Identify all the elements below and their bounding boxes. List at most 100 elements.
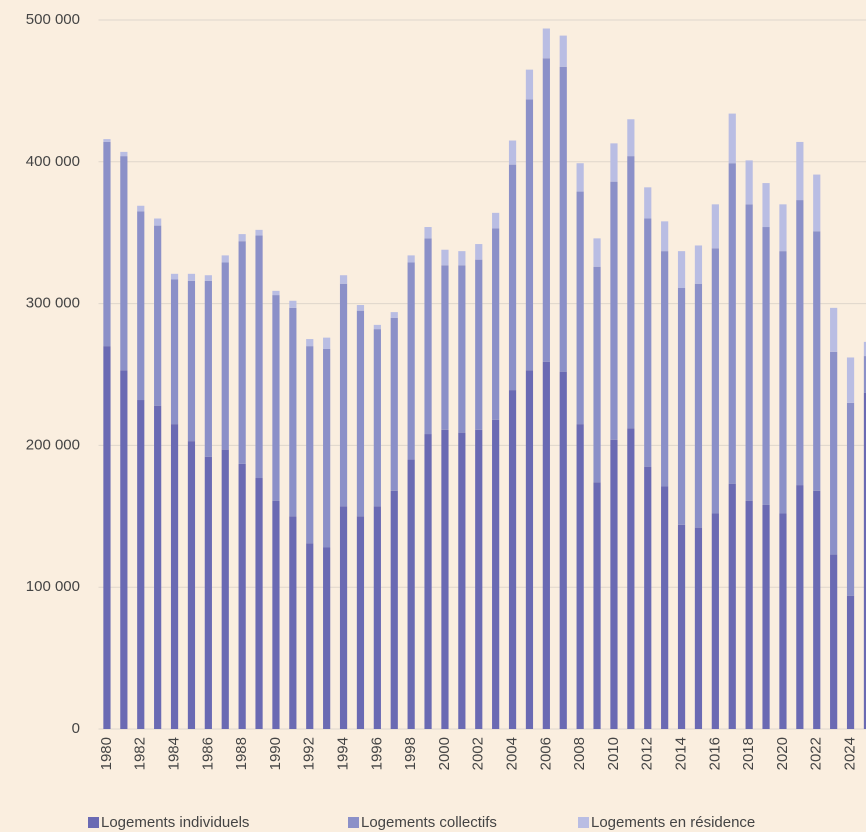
x-tick-label: 2016 (706, 737, 723, 770)
bar-segment (103, 141, 111, 347)
bar-segment (661, 251, 669, 487)
bar-segment (846, 402, 855, 596)
x-tick-label: 2018 (740, 737, 757, 770)
bar-segment (289, 516, 297, 729)
x-tick-label: 2000 (436, 737, 453, 770)
legend-swatch (578, 817, 589, 828)
bar-segment (441, 265, 449, 430)
bar-segment (306, 543, 314, 729)
bar-segment (863, 392, 866, 729)
bar-segment (745, 204, 753, 501)
bar-segment (830, 307, 838, 352)
bar-segment (525, 69, 534, 100)
bar-segment (627, 119, 635, 157)
bar-segment (170, 273, 179, 280)
x-tick-label: 1984 (166, 737, 183, 770)
bar-segment (204, 456, 212, 729)
bar-segment (576, 424, 584, 729)
bar-segment (373, 329, 381, 507)
bar-segment (120, 156, 128, 371)
bar-segment (137, 205, 145, 212)
x-tick-label: 2022 (808, 737, 825, 770)
bar-segment (407, 255, 415, 263)
bar-segment (137, 211, 145, 401)
bar-segment (813, 231, 821, 491)
x-tick-label: 1988 (233, 737, 250, 770)
legend-label: Logements collectifs (361, 814, 497, 831)
bar-segment (255, 478, 263, 729)
bar-segment (796, 141, 804, 201)
bar-segment (154, 405, 162, 729)
bar-segment (559, 35, 567, 67)
bar-segment (593, 266, 601, 483)
bar-segment (339, 283, 348, 507)
bar-segment (677, 288, 686, 525)
bar-segment (255, 229, 263, 236)
bar-segment (779, 513, 787, 729)
bar-segment (559, 66, 567, 372)
bar-segment (728, 163, 736, 484)
bar-segment (475, 429, 483, 729)
y-tick-label: 400 000 (26, 153, 80, 170)
bar-segment (813, 174, 821, 232)
bar-segment (593, 482, 601, 729)
bar-segment (508, 390, 517, 729)
bar-segment (272, 290, 280, 296)
bar-segment (238, 234, 246, 242)
bar-segment (272, 500, 280, 729)
bar-segment (644, 218, 652, 467)
bar-segment (475, 259, 483, 430)
x-tick-label: 1994 (335, 737, 352, 770)
legend-label: Logements individuels (101, 814, 249, 831)
bar-segment (762, 183, 770, 228)
bar-segment (187, 280, 196, 442)
bar-segment (525, 99, 534, 371)
bar-segment (492, 228, 500, 420)
x-tick-label: 1986 (199, 737, 216, 770)
bar-segment (830, 554, 838, 729)
x-tick-label: 1990 (267, 737, 284, 770)
bar-segment (863, 341, 866, 357)
bar-segment (238, 463, 246, 729)
bar-segment (542, 361, 550, 729)
bar-segment (863, 356, 866, 393)
bar-segment (238, 241, 246, 464)
bar-segment (830, 351, 838, 555)
bar-segment (137, 400, 145, 729)
x-tick-label: 1996 (368, 737, 385, 770)
bar-segment (289, 300, 297, 308)
bar-segment (103, 346, 111, 729)
x-tick-label: 1980 (98, 737, 115, 770)
bar-segment (187, 273, 196, 281)
bar-segment (323, 337, 331, 349)
bar-segment (711, 513, 719, 729)
bar-segment (170, 424, 179, 729)
bar-segment (492, 419, 500, 729)
bar-segment (441, 249, 449, 266)
bar-segment (492, 212, 500, 229)
x-tick-label: 1982 (132, 737, 149, 770)
x-tick-label: 2002 (470, 737, 487, 770)
bar-segment (458, 251, 466, 266)
bar-segment (272, 295, 280, 501)
bar-segment (356, 305, 365, 311)
bar-segment (390, 317, 398, 491)
bar-segment (339, 275, 348, 284)
bar-segment (728, 113, 736, 164)
bar-segment (154, 225, 162, 406)
bar-segment (593, 238, 601, 267)
bar-segment (694, 527, 703, 729)
bar-segment (475, 244, 483, 260)
bar-segment (644, 187, 652, 219)
x-tick-label: 2010 (605, 737, 622, 770)
bar-segment (677, 251, 686, 289)
bar-segment (221, 255, 229, 263)
bar-segment (306, 339, 314, 347)
x-tick-label: 2024 (842, 737, 859, 770)
bar-segment (323, 348, 331, 548)
x-tick-label: 2020 (774, 737, 791, 770)
bar-segment (711, 204, 719, 249)
bar-segment (103, 139, 111, 142)
bar-segment (661, 221, 669, 252)
